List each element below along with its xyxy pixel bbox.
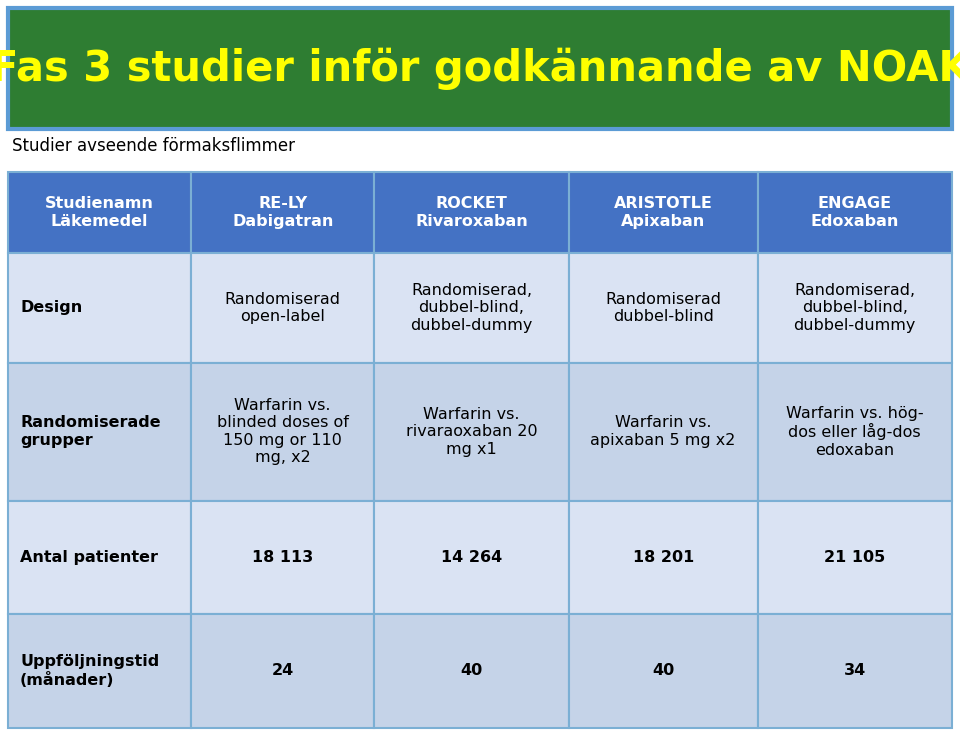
Text: Warfarin vs.
blinded doses of
150 mg or 110
mg, x2: Warfarin vs. blinded doses of 150 mg or … <box>217 398 348 465</box>
Bar <box>8 363 191 500</box>
Text: Studienamn
Läkemedel: Studienamn Läkemedel <box>45 197 154 229</box>
Text: Randomiserad
open-label: Randomiserad open-label <box>225 291 341 324</box>
Text: Warfarin vs.
apixaban 5 mg x2: Warfarin vs. apixaban 5 mg x2 <box>590 415 735 447</box>
Bar <box>8 500 191 614</box>
Bar <box>374 614 568 728</box>
Text: 24: 24 <box>272 663 294 679</box>
Text: Warfarin vs. hög-
dos eller låg-dos
edoxaban: Warfarin vs. hög- dos eller låg-dos edox… <box>786 406 924 458</box>
Text: Fas 3 studier inför godkännande av NOAK: Fas 3 studier inför godkännande av NOAK <box>0 47 960 90</box>
Bar <box>191 363 374 500</box>
Bar <box>757 614 952 728</box>
Bar <box>191 172 374 253</box>
Bar <box>757 500 952 614</box>
Bar <box>568 500 757 614</box>
Bar <box>568 172 757 253</box>
Bar <box>374 500 568 614</box>
Text: 40: 40 <box>652 663 674 679</box>
Text: Uppföljningstid
(månader): Uppföljningstid (månader) <box>20 654 159 687</box>
Bar <box>757 253 952 363</box>
Bar <box>191 614 374 728</box>
Text: 21 105: 21 105 <box>824 550 885 565</box>
Bar <box>757 172 952 253</box>
Text: RE-LY
Dabigatran: RE-LY Dabigatran <box>232 197 333 229</box>
Bar <box>8 253 191 363</box>
Text: 14 264: 14 264 <box>441 550 502 565</box>
Bar <box>374 253 568 363</box>
Bar <box>568 253 757 363</box>
Bar <box>374 363 568 500</box>
Text: 18 201: 18 201 <box>633 550 694 565</box>
Text: Randomiserad
dubbel-blind: Randomiserad dubbel-blind <box>605 291 721 324</box>
Bar <box>191 253 374 363</box>
Text: Randomiserad,
dubbel-blind,
dubbel-dummy: Randomiserad, dubbel-blind, dubbel-dummy <box>794 283 916 333</box>
Bar <box>191 500 374 614</box>
Bar <box>568 363 757 500</box>
Text: Studier avseende förmaksflimmer: Studier avseende förmaksflimmer <box>12 137 295 155</box>
Bar <box>8 8 952 129</box>
Text: Design: Design <box>20 300 83 316</box>
Bar <box>757 363 952 500</box>
Bar <box>568 614 757 728</box>
Text: ARISTOTLE
Apixaban: ARISTOTLE Apixaban <box>613 197 712 229</box>
Text: Randomiserade
grupper: Randomiserade grupper <box>20 415 160 447</box>
Bar <box>8 172 191 253</box>
Text: ENGAGE
Edoxaban: ENGAGE Edoxaban <box>810 197 899 229</box>
Text: Warfarin vs.
rivaraoxaban 20
mg x1: Warfarin vs. rivaraoxaban 20 mg x1 <box>406 407 538 456</box>
Bar <box>8 614 191 728</box>
Text: 34: 34 <box>844 663 866 679</box>
Text: 18 113: 18 113 <box>252 550 313 565</box>
Text: ROCKET
Rivaroxaban: ROCKET Rivaroxaban <box>415 197 528 229</box>
Bar <box>374 172 568 253</box>
Text: Randomiserad,
dubbel-blind,
dubbel-dummy: Randomiserad, dubbel-blind, dubbel-dummy <box>410 283 533 333</box>
Text: 40: 40 <box>461 663 483 679</box>
Text: Antal patienter: Antal patienter <box>20 550 158 565</box>
